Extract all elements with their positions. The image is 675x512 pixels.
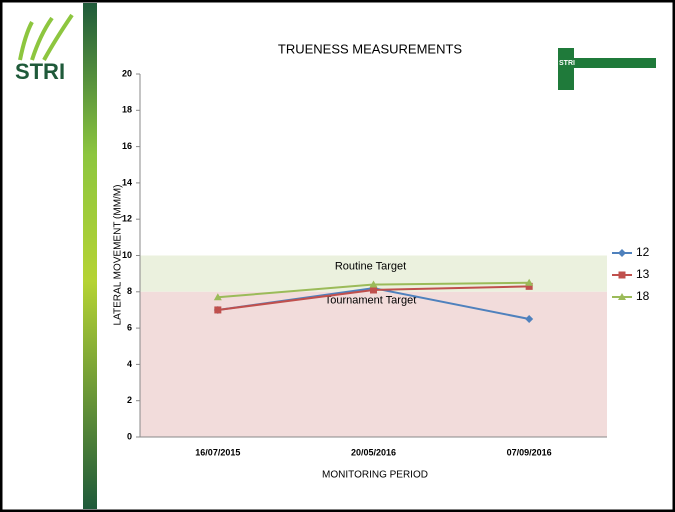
data-point bbox=[370, 286, 377, 294]
band-label: Tournament Target bbox=[325, 295, 417, 307]
y-tick-label: 6 bbox=[127, 322, 132, 332]
legend-label: 12 bbox=[636, 245, 650, 259]
legend-label: 13 bbox=[636, 267, 650, 281]
y-axis-label: LATERAL MOVEMENT (MM/M) bbox=[113, 185, 124, 326]
legend-label: 18 bbox=[636, 289, 650, 303]
y-tick-label: 0 bbox=[127, 431, 132, 441]
y-tick-label: 18 bbox=[122, 105, 132, 115]
data-point bbox=[213, 293, 222, 301]
y-tick-label: 16 bbox=[122, 141, 132, 151]
chart-title: TRUENESS MEASUREMENTS bbox=[278, 41, 463, 56]
x-axis-label: MONITORING PERIOD bbox=[322, 470, 428, 481]
target-band bbox=[140, 291, 607, 437]
y-tick-label: 14 bbox=[122, 177, 132, 187]
data-point bbox=[525, 282, 533, 290]
y-tick-label: 4 bbox=[127, 359, 132, 369]
logo-text: STRI bbox=[559, 60, 575, 67]
x-tick-label: 07/09/2016 bbox=[507, 447, 552, 457]
y-tick-label: 20 bbox=[122, 68, 132, 78]
band-label: Routine Target bbox=[335, 260, 406, 272]
legend-marker bbox=[618, 293, 626, 300]
legend-marker bbox=[618, 271, 626, 279]
logo-right: STRI bbox=[548, 46, 658, 92]
y-tick-label: 12 bbox=[122, 214, 132, 224]
data-point bbox=[525, 315, 534, 324]
x-tick-label: 20/05/2016 bbox=[351, 447, 396, 457]
side-bar bbox=[83, 3, 97, 509]
logo-left: STRI bbox=[15, 13, 74, 84]
y-tick-label: 10 bbox=[122, 250, 132, 260]
y-tick-label: 2 bbox=[127, 395, 132, 405]
logo-text: STRI bbox=[15, 59, 65, 84]
data-point bbox=[214, 306, 222, 314]
y-tick-label: 8 bbox=[127, 286, 132, 296]
data-point bbox=[369, 280, 378, 288]
data-point bbox=[525, 278, 534, 286]
x-tick-label: 16/07/2015 bbox=[195, 447, 240, 457]
legend-marker bbox=[618, 249, 626, 257]
